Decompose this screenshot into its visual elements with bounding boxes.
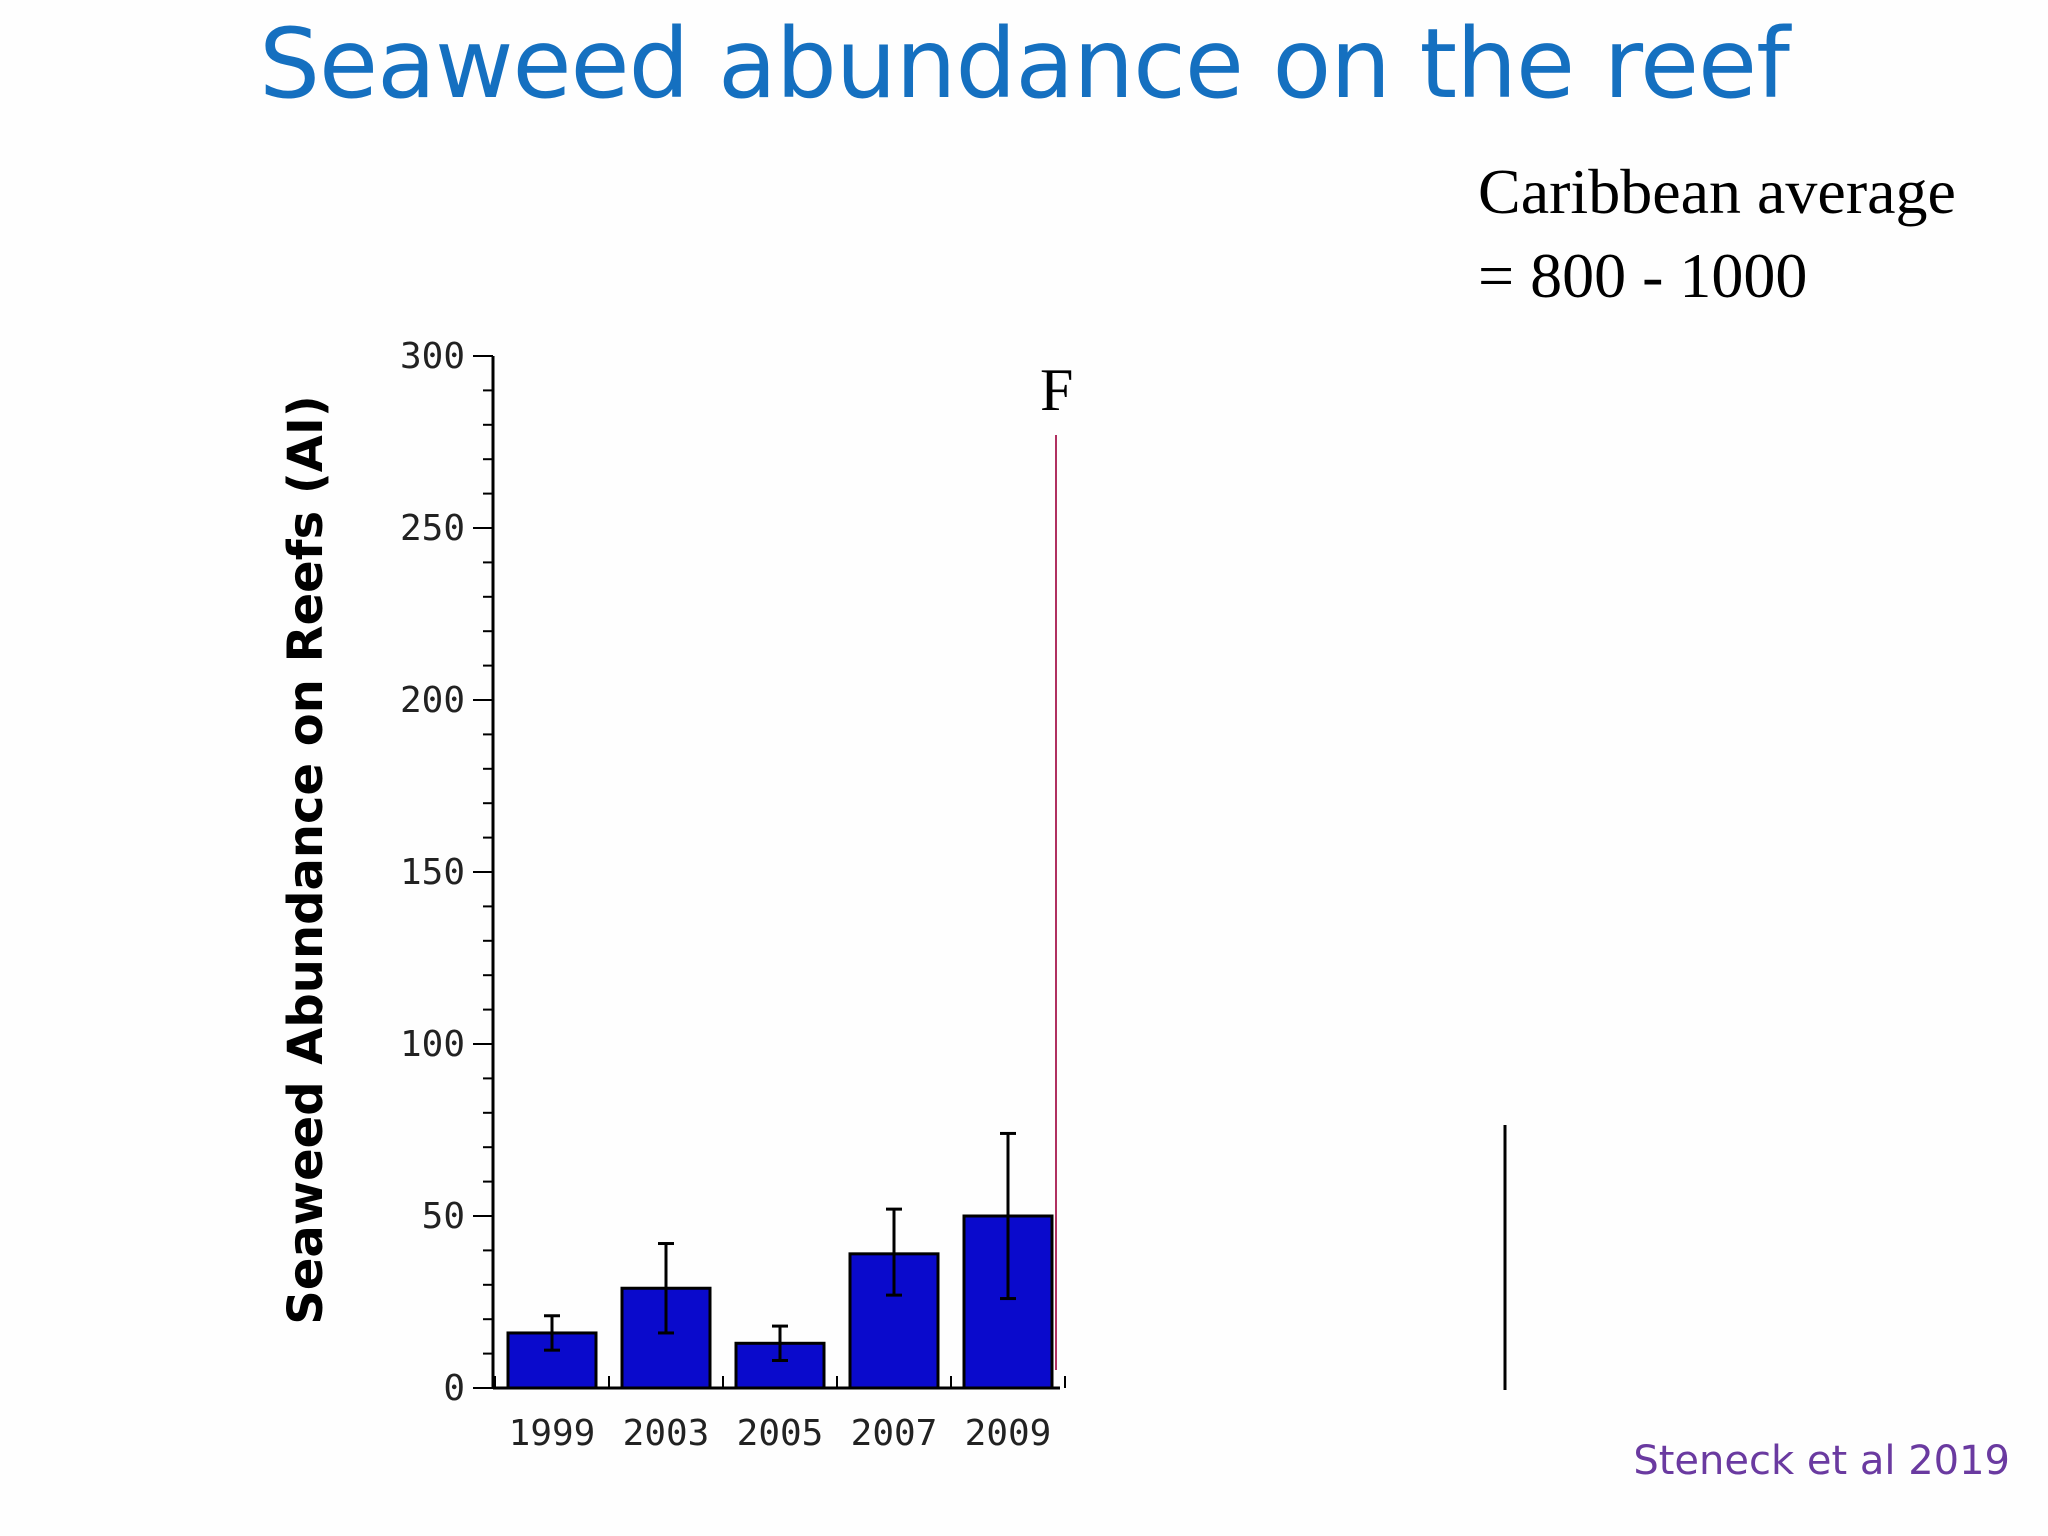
error-bars	[544, 1131, 1016, 1362]
note-line-1: Caribbean average	[1478, 156, 1956, 227]
slide-title: Seaweed abundance on the reef	[259, 8, 1790, 120]
y-axis: 0 50 100 150 200 250 300	[400, 336, 495, 1409]
caribbean-average-note: Caribbean average = 800 - 1000	[1478, 150, 1956, 318]
y-tick-label: 150	[400, 852, 465, 893]
x-tick-label: 2003	[623, 1413, 710, 1454]
y-tick-label: 300	[400, 336, 465, 377]
panel-letter: F	[1040, 357, 1073, 423]
x-tick-label: 1999	[509, 1413, 596, 1454]
bars	[506, 1214, 1054, 1390]
note-line-2: = 800 - 1000	[1478, 240, 1808, 311]
x-tick-label: 2009	[965, 1413, 1052, 1454]
y-tick-label: 100	[400, 1024, 465, 1065]
citation: Steneck et al 2019	[1633, 1438, 2010, 1484]
bar-2005	[734, 1341, 826, 1390]
y-tick-label: 200	[400, 680, 465, 721]
y-tick-label: 50	[422, 1196, 465, 1237]
y-tick-label: 0	[443, 1368, 465, 1409]
x-tick-label: 2005	[737, 1413, 824, 1454]
y-tick-label: 250	[400, 508, 465, 549]
y-axis-label: Seaweed Abundance on Reefs (AI)	[278, 395, 334, 1325]
x-tick-label: 2007	[851, 1413, 938, 1454]
